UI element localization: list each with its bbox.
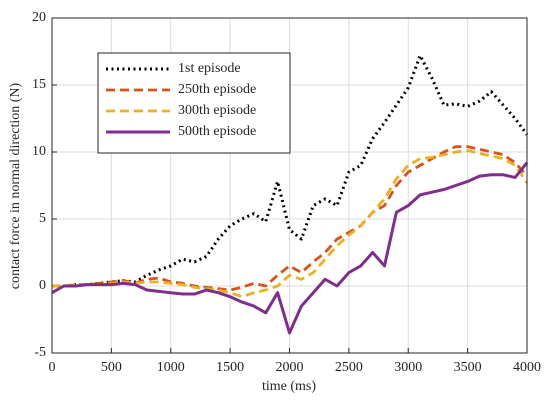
- x-tick-label: 1000: [157, 360, 185, 375]
- legend-label: 250th episode: [178, 82, 256, 97]
- y-tick-label: -5: [34, 345, 46, 360]
- y-tick-label: 15: [32, 77, 46, 92]
- series-line: [52, 54, 529, 288]
- plot-frame: [51, 17, 528, 354]
- series-line: [52, 145, 529, 292]
- y-axis-label: contact force in normal direction (N): [8, 82, 23, 289]
- x-tick-label: 3000: [394, 360, 422, 375]
- series-line: [52, 149, 529, 299]
- y-tick-label: 0: [39, 278, 46, 293]
- legend-label: 500th episode: [178, 124, 256, 139]
- x-axis-label: time (ms): [262, 379, 316, 394]
- x-tick-label: 2000: [276, 360, 304, 375]
- x-tick-label: 0: [49, 360, 56, 375]
- series-line: [51, 161, 529, 335]
- y-tick-label: 5: [39, 211, 46, 226]
- x-tick-label: 500: [101, 360, 122, 375]
- x-tick-label: 2500: [335, 360, 363, 375]
- x-tick-label: 1500: [216, 360, 244, 375]
- x-tick-label: 4000: [513, 360, 541, 375]
- x-tick-label: 3500: [454, 360, 482, 375]
- legend-label: 1st episode: [178, 61, 241, 76]
- y-tick-label: 10: [32, 144, 46, 159]
- y-tick-label: 20: [32, 10, 46, 25]
- legend-label: 300th episode: [178, 103, 256, 118]
